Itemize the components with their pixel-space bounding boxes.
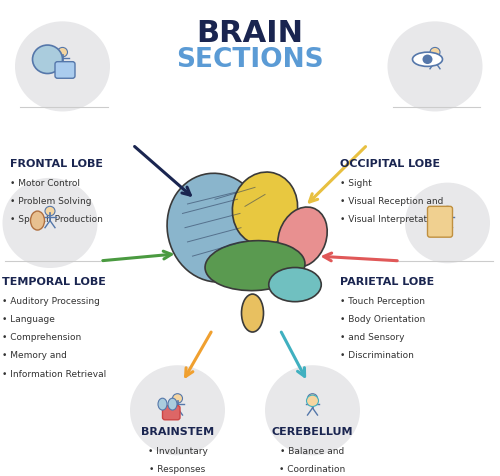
Ellipse shape: [158, 398, 167, 410]
Circle shape: [405, 183, 490, 263]
Circle shape: [422, 55, 432, 64]
Ellipse shape: [168, 398, 177, 410]
Circle shape: [430, 48, 440, 57]
Ellipse shape: [242, 294, 264, 332]
Ellipse shape: [205, 241, 305, 291]
Text: • and Sensory: • and Sensory: [340, 334, 404, 342]
Text: BRAINSTEM: BRAINSTEM: [141, 427, 214, 437]
FancyBboxPatch shape: [55, 62, 75, 78]
Text: OCCIPITAL LOBE: OCCIPITAL LOBE: [340, 159, 440, 169]
Text: • Memory and: • Memory and: [2, 351, 68, 360]
Text: • Responses: • Responses: [150, 465, 206, 474]
Circle shape: [388, 21, 482, 111]
Ellipse shape: [269, 268, 321, 302]
FancyBboxPatch shape: [428, 206, 452, 237]
Text: SECTIONS: SECTIONS: [176, 48, 324, 73]
Text: • Information Retrieval: • Information Retrieval: [2, 369, 107, 378]
Text: CEREBELLUM: CEREBELLUM: [272, 427, 353, 437]
Text: • Motor Control: • Motor Control: [10, 179, 80, 188]
Text: • Body Orientation: • Body Orientation: [340, 316, 425, 325]
Ellipse shape: [232, 172, 298, 245]
Circle shape: [442, 206, 452, 216]
Text: TEMPORAL LOBE: TEMPORAL LOBE: [2, 278, 106, 288]
Circle shape: [308, 394, 318, 403]
Circle shape: [58, 48, 68, 57]
Circle shape: [45, 206, 55, 216]
Ellipse shape: [278, 207, 327, 268]
Text: • Visual Reception and: • Visual Reception and: [340, 197, 444, 206]
Text: • Discrimination: • Discrimination: [340, 351, 414, 360]
FancyBboxPatch shape: [162, 406, 180, 420]
Ellipse shape: [167, 173, 265, 282]
Text: BRAIN: BRAIN: [196, 19, 304, 48]
Circle shape: [172, 394, 182, 403]
Text: • Involuntary: • Involuntary: [148, 447, 208, 456]
Circle shape: [130, 365, 225, 456]
Text: PARIETAL LOBE: PARIETAL LOBE: [340, 278, 434, 288]
Circle shape: [265, 365, 360, 456]
Text: • Coordination: • Coordination: [280, 465, 345, 474]
Circle shape: [15, 21, 110, 111]
Text: • Speech Production: • Speech Production: [10, 215, 103, 224]
Circle shape: [306, 395, 318, 407]
Text: • Visual Interpretation: • Visual Interpretation: [340, 215, 441, 224]
Text: • Balance and: • Balance and: [280, 447, 344, 456]
Circle shape: [2, 178, 98, 268]
Text: • Language: • Language: [2, 316, 56, 325]
Ellipse shape: [412, 52, 442, 67]
Text: • Touch Perception: • Touch Perception: [340, 298, 425, 307]
Ellipse shape: [30, 211, 44, 230]
Text: • Sight: • Sight: [340, 179, 372, 188]
Text: FRONTAL LOBE: FRONTAL LOBE: [10, 159, 103, 169]
Text: • Problem Solving: • Problem Solving: [10, 197, 92, 206]
Text: • Comprehension: • Comprehension: [2, 334, 82, 342]
Circle shape: [32, 45, 62, 73]
Text: • Auditory Processing: • Auditory Processing: [2, 298, 100, 307]
